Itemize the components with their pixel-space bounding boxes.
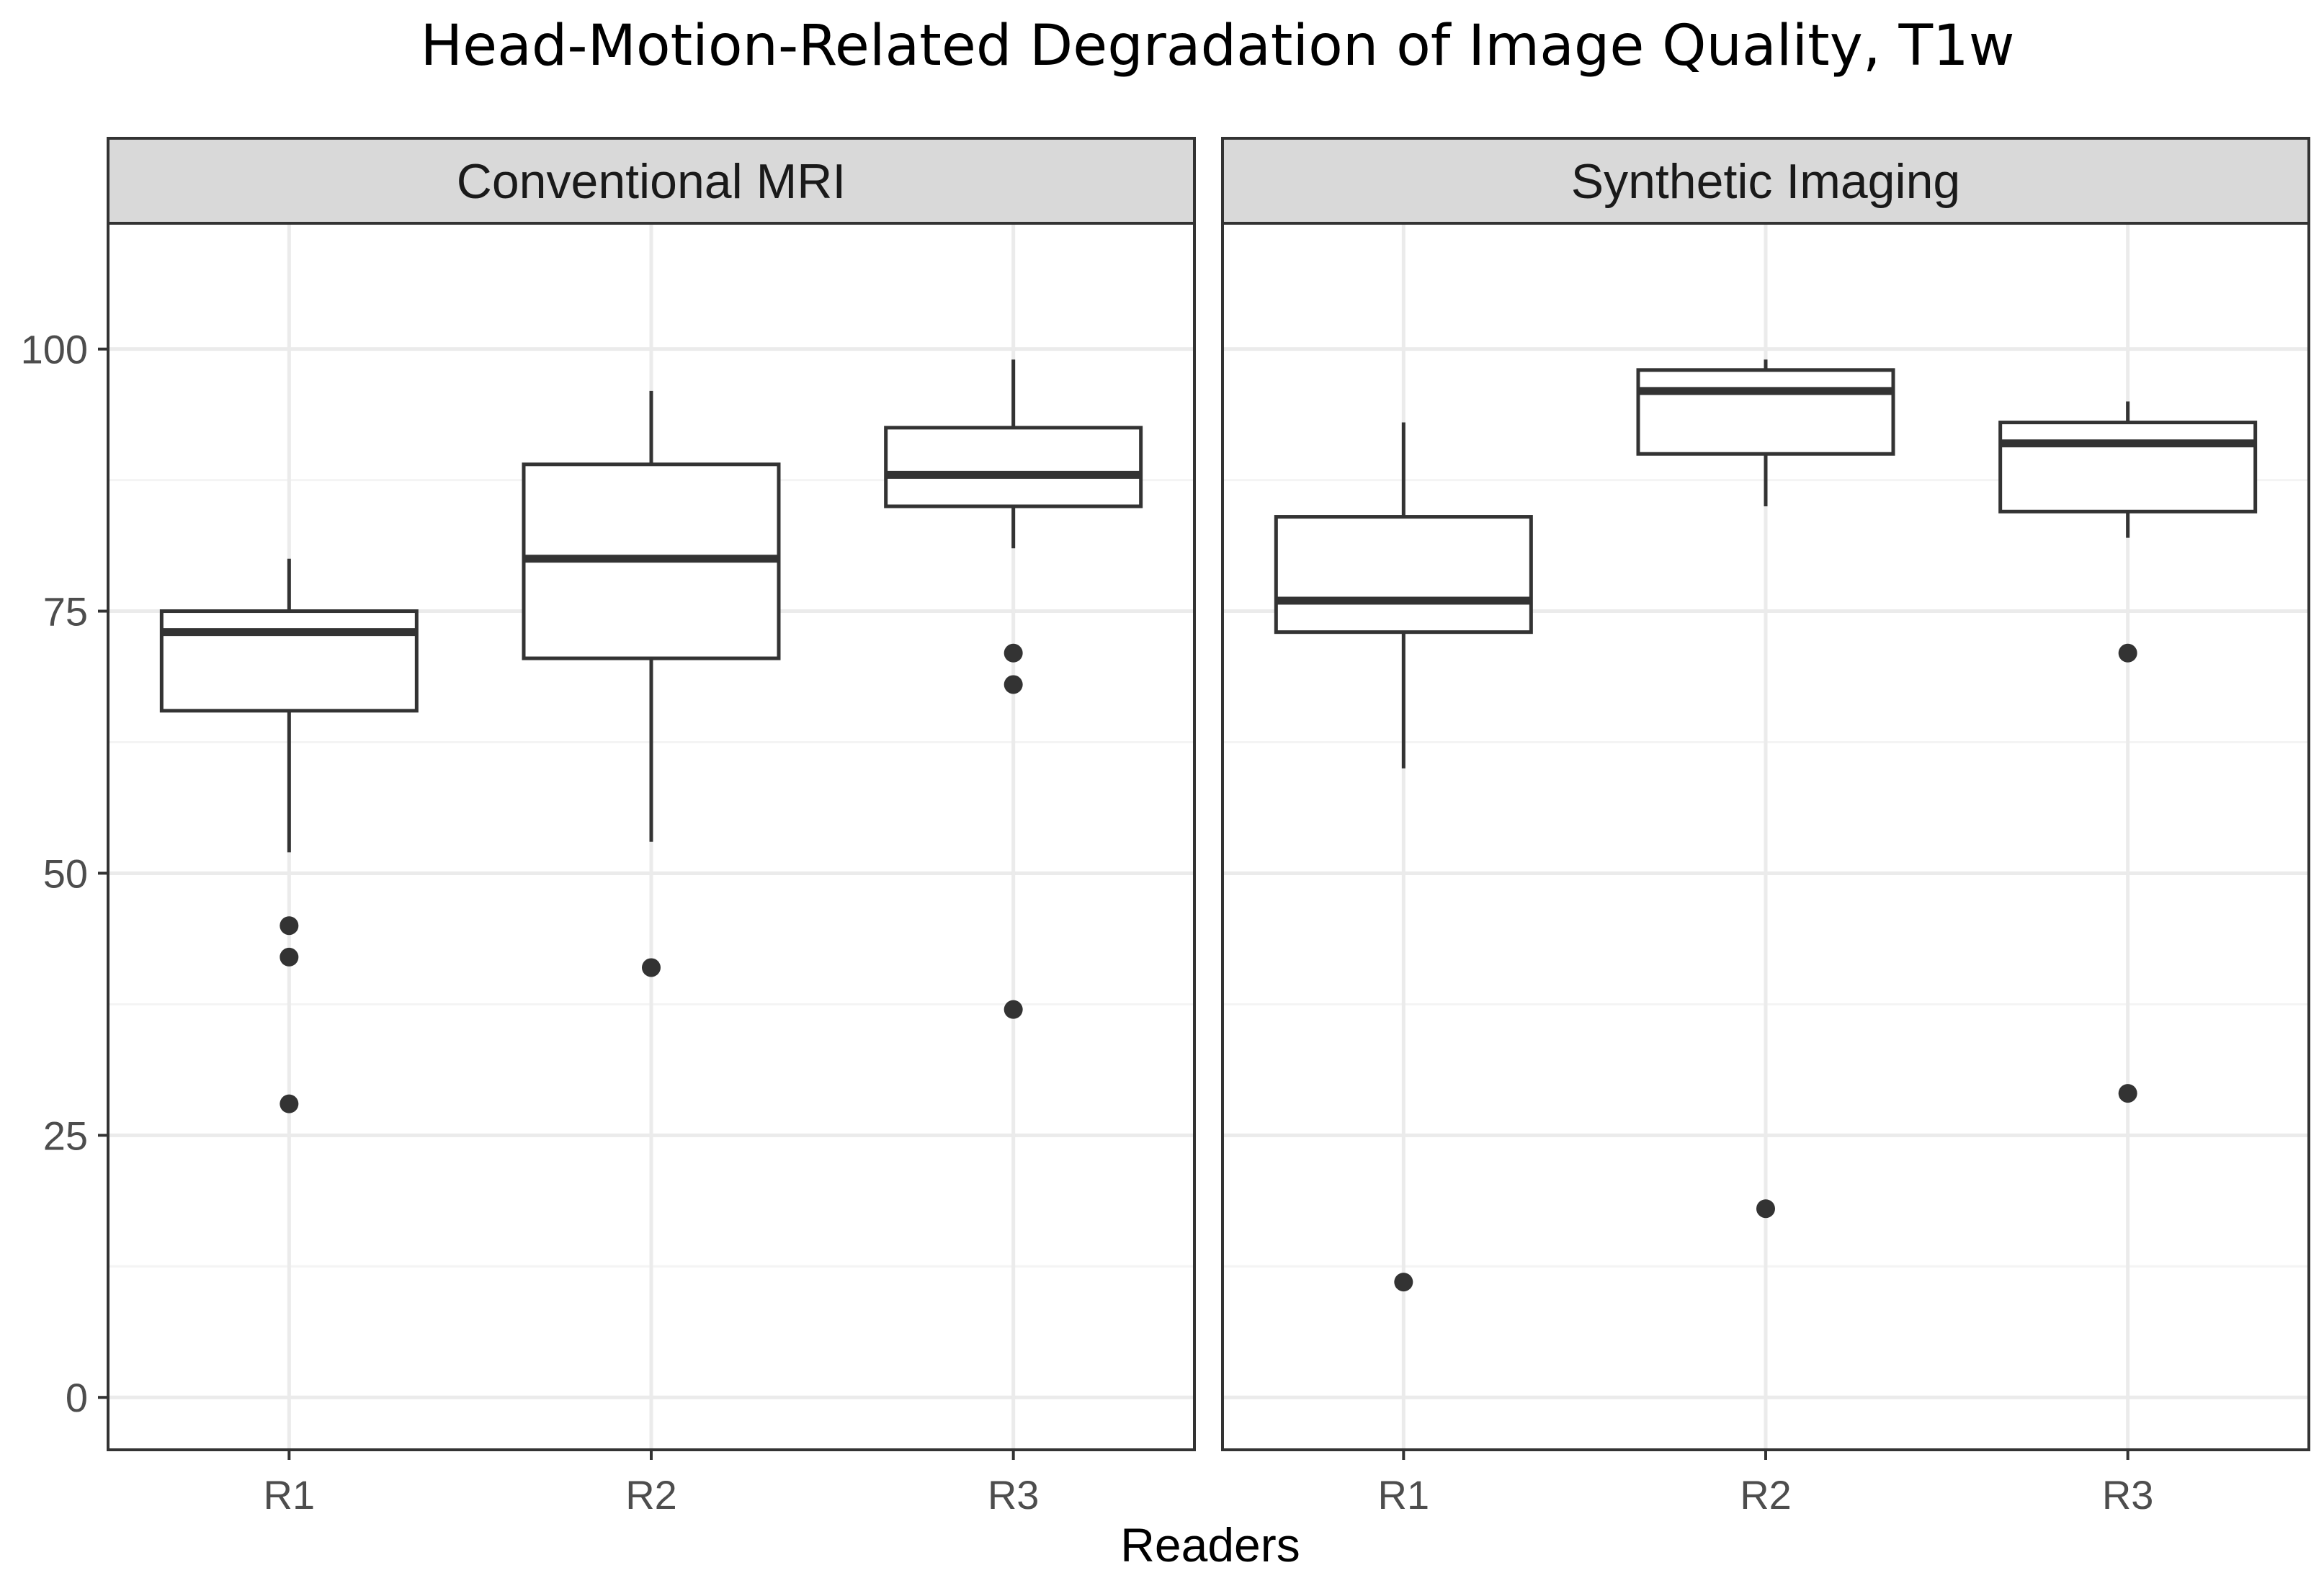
box-iqr — [884, 426, 1143, 508]
facet-strip — [107, 137, 1196, 225]
chart-title: Head-Motion-Related Degradation of Image… — [420, 14, 2014, 79]
outlier-point — [2118, 643, 2137, 663]
y-tick-label: 0 — [66, 1375, 88, 1420]
outlier-point — [1756, 1199, 1775, 1219]
x-tick-label: R1 — [264, 1472, 316, 1518]
outlier-point — [2118, 1084, 2137, 1103]
panels-layer: Conventional MRI R1 R2 R3 Synthetic Imaging R… — [21, 137, 2310, 1518]
box-iqr — [159, 609, 419, 713]
facet-strip-label: Synthetic Imaging — [1571, 154, 1961, 209]
box-R3 — [884, 359, 1143, 1019]
outlier-point — [1004, 1000, 1023, 1019]
box-R3 — [1998, 401, 2258, 1103]
x-tick-label: R2 — [1740, 1472, 1792, 1518]
x-tick-label: R3 — [988, 1472, 1040, 1518]
box-R2 — [522, 390, 781, 977]
box-iqr — [1998, 421, 2258, 514]
outlier-point — [280, 916, 299, 936]
outlier-point — [1004, 643, 1023, 663]
y-tick-label: 25 — [43, 1113, 88, 1158]
x-tick-label: R2 — [625, 1472, 677, 1518]
y-tick-label: 50 — [43, 851, 88, 896]
box-iqr — [1636, 368, 1895, 456]
outlier-point — [1394, 1273, 1413, 1292]
x-tick-label: R1 — [1378, 1472, 1430, 1518]
outlier-point — [642, 958, 661, 977]
outlier-point — [1004, 675, 1023, 694]
box-R1 — [159, 558, 419, 1113]
outlier-point — [280, 947, 299, 967]
box-R1 — [1274, 422, 1533, 1292]
y-axis: 0 25 50 75 100 — [21, 327, 108, 1420]
box-iqr — [1274, 515, 1533, 635]
facet-strip — [1221, 137, 2310, 225]
panel-1: Conventional MRI R1 R2 R3 — [107, 137, 1196, 1518]
panel-2: Synthetic Imaging R1 R2 R3 — [1221, 137, 2310, 1518]
facet-strip-label: Conventional MRI — [457, 154, 846, 209]
y-tick-label: 75 — [43, 589, 88, 635]
x-axis-label: Readers — [1120, 1518, 1300, 1572]
box-R2 — [1636, 359, 1895, 1219]
outlier-point — [280, 1094, 299, 1113]
y-tick-label: 100 — [21, 327, 88, 372]
x-tick-label: R3 — [2102, 1472, 2154, 1518]
